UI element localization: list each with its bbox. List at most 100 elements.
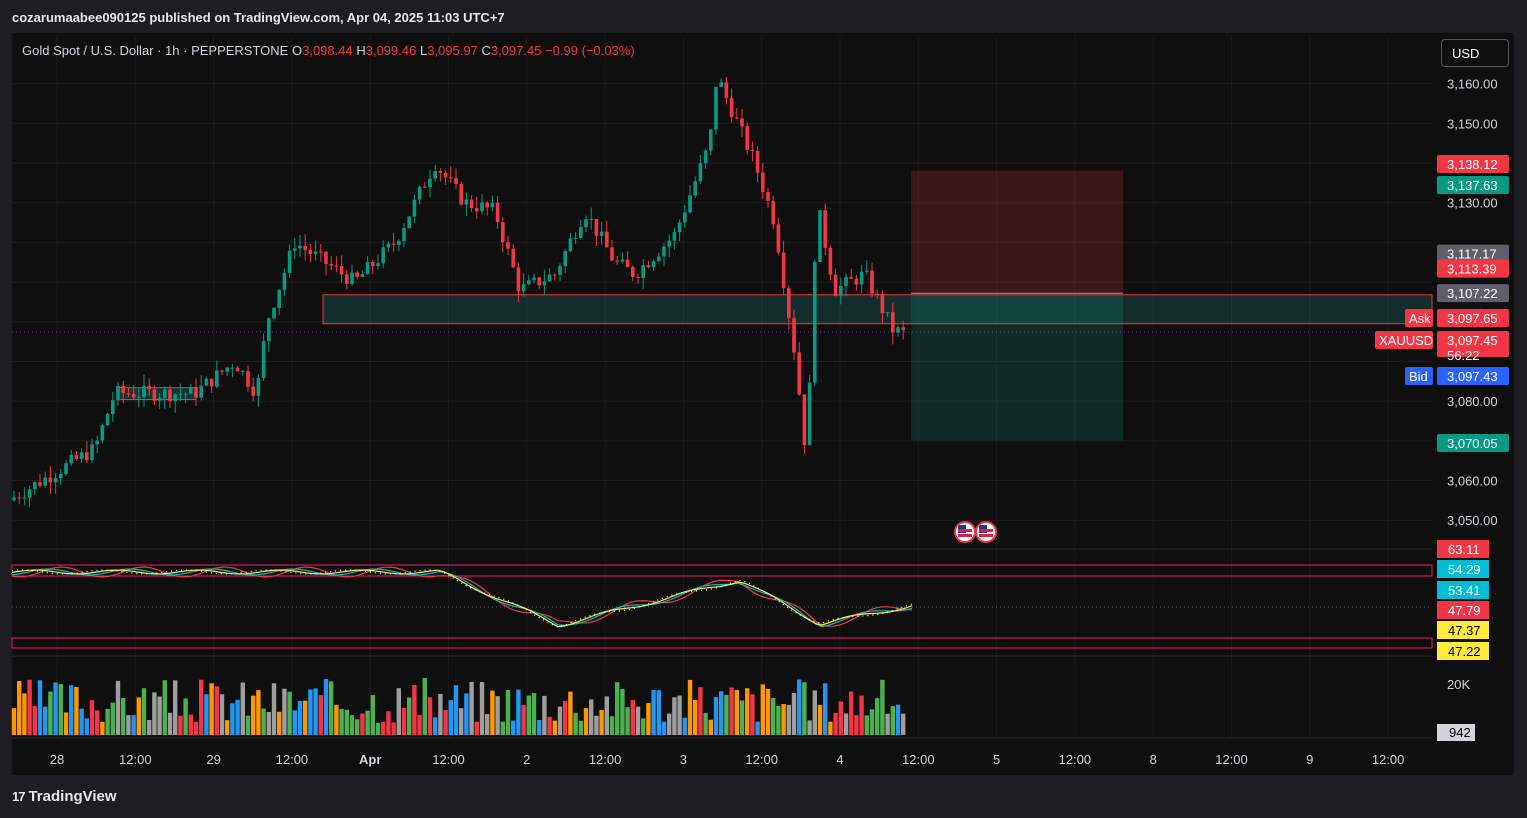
candle-body [298,245,302,249]
volume-bar [219,694,225,735]
volume-bar [126,715,131,735]
us-flag-event-icon[interactable] [975,521,997,543]
candle-body [724,82,729,98]
candle-body [553,274,557,276]
oscillator-level-tag [1437,621,1489,639]
volume-bar [152,692,157,735]
price-tag-label: 3,117.17 [1447,247,1497,262]
volume-bar [573,712,578,735]
candle-body [22,497,27,499]
oscillator-level-tag [1437,560,1489,578]
time-axis-label: Apr [359,752,381,767]
candle-body [833,274,838,297]
candle-body [568,238,573,252]
volume-bar [500,721,505,735]
volume-bar [245,715,251,735]
open-value: 3,098.44 [302,43,353,58]
volume-bar [277,711,282,735]
time-axis-label: 5 [993,752,1000,767]
candle-body [485,202,489,208]
candle-body [641,265,645,279]
candle-body [308,249,313,255]
side-tag-label: Ask [1409,311,1431,326]
volume-bar [303,700,308,735]
volume-bar [464,693,469,735]
volume-bar [417,714,422,735]
candle-body [677,222,682,233]
candle-body [703,150,708,164]
currency-button[interactable]: USD [1441,39,1509,67]
volume-bar [178,715,183,735]
candle-body [735,117,739,119]
candle-body [891,312,895,333]
candle-body [100,425,105,441]
stop-loss-zone [911,170,1123,294]
candle-body [527,280,531,285]
candle-body [714,86,718,130]
oscillator-level-label: 47.22 [1448,644,1481,659]
volume-bar [11,708,17,735]
volume-bar [469,681,474,735]
volume-bar [854,715,859,735]
time-axis-label: 12:00 [1372,752,1405,767]
candle-body [272,307,276,319]
change-value: −0.99 (−0.03%) [545,43,635,58]
volume-bar [147,719,152,735]
volume-bar [323,679,329,735]
candle-body [33,482,37,490]
price-tag-label: 3,097.43 [1447,369,1498,384]
volume-bar [901,713,906,735]
candle-body [17,497,21,499]
candle-body [631,266,635,277]
candle-body [787,288,791,319]
volume-bar [63,712,69,735]
volume-bar [495,696,500,735]
price-axis-label: 3,080.00 [1447,394,1498,409]
volume-bar [297,700,303,735]
candle-body [901,327,905,330]
oscillator-level-label: 47.79 [1448,603,1481,618]
oscillator-fast-line [11,566,913,627]
candle-body [454,178,458,184]
candle-body [391,243,396,245]
volume-bar [110,702,115,735]
price-tag [1437,259,1509,278]
volume-bar [157,696,162,735]
volume-bar [79,708,84,735]
candle-body [651,261,656,268]
volume-bar [407,697,412,735]
candle-body [48,477,53,483]
candle-body [750,149,755,152]
volume-bar [100,721,105,735]
candle-body [189,386,193,394]
candle-body [542,281,547,286]
volume-bar [251,695,256,735]
oscillator-level-tag [1437,601,1489,619]
time-axis-label: 12:00 [119,752,152,767]
volume-bar [620,688,625,735]
volume-bar [230,703,235,735]
volume-bar [188,714,193,735]
candle-body [584,219,588,227]
volume-bar [105,708,110,735]
candle-body [662,246,666,257]
volume-bar [750,694,755,735]
candle-body [475,208,479,212]
oscillator-level-label: 53.41 [1448,583,1481,598]
candle-body [386,243,391,248]
volume-bar [547,716,552,735]
price-tag-label: 3,097.45 [1447,333,1498,348]
candle-body [282,272,287,290]
candle-body [797,352,801,395]
candle-body [594,218,599,236]
candle-body [85,452,89,461]
volume-bar [609,716,615,735]
volume-bar [58,684,63,735]
price-tag [1437,434,1509,452]
close-value: 3,097.45 [490,43,542,58]
candle-body [59,473,63,479]
volume-bar [381,721,386,735]
us-flag-event-icon[interactable] [954,521,976,543]
candle-body [142,385,146,397]
